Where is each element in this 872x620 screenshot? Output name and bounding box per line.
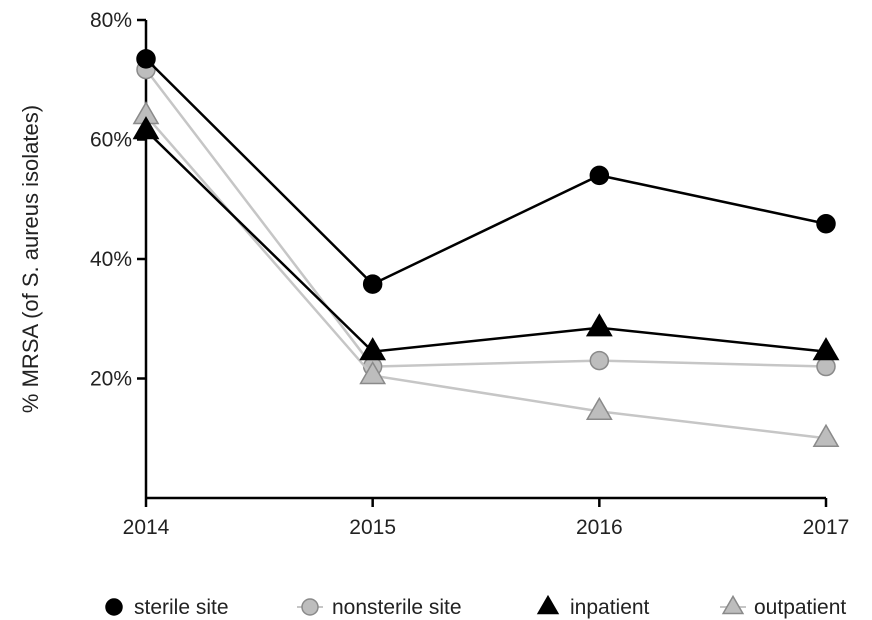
data-point [362,274,383,294]
legend: sterile site nonsterile site inpatient outp… [105,594,846,619]
data-point [589,350,610,371]
data-point [585,313,613,337]
series-line [145,114,827,440]
data-point [585,396,613,421]
y-tick-label: 20% [90,368,132,391]
series-sterile-site [136,49,836,294]
data-point [816,213,836,234]
data-point [136,49,156,69]
data-point [359,361,387,385]
x-tick-label: 2014 [123,516,170,539]
data-point [812,337,840,361]
data-point [359,337,387,361]
legend-label: nonsterile site [332,596,462,619]
series-nonsterile-site [136,59,836,377]
legend-marker [536,594,560,615]
legend-label: outpatient [754,596,846,619]
data-point [132,116,160,140]
legend-label: inpatient [570,596,650,619]
y-tick-label: 40% [90,248,132,271]
series-outpatient [132,101,840,447]
legend-item: sterile site [105,596,229,619]
x-tick-label: 2017 [803,516,850,539]
legend-item: outpatient [720,594,846,619]
legend-label: sterile site [134,596,229,619]
data-point [589,165,610,186]
series-inpatient [132,116,840,361]
series-line [145,57,827,286]
x-tick-label: 2015 [349,516,396,539]
legend-item: nonsterile site [297,596,462,619]
axis-ticks: 20% 40% 60% 80% 2014 2015 2016 2017 [90,9,849,539]
data-point [812,423,840,447]
legend-marker [721,594,745,615]
y-axis-title: % MRSA (of S. aureus isolates) [18,105,43,413]
series-group [132,49,840,447]
x-tick-label: 2016 [576,516,623,539]
legend-marker [301,598,319,616]
legend-item: inpatient [536,594,650,619]
series-line [145,68,827,368]
series-line [145,129,827,353]
y-tick-label: 80% [90,9,132,32]
y-tick-label: 60% [90,129,132,152]
legend-marker [105,598,123,616]
